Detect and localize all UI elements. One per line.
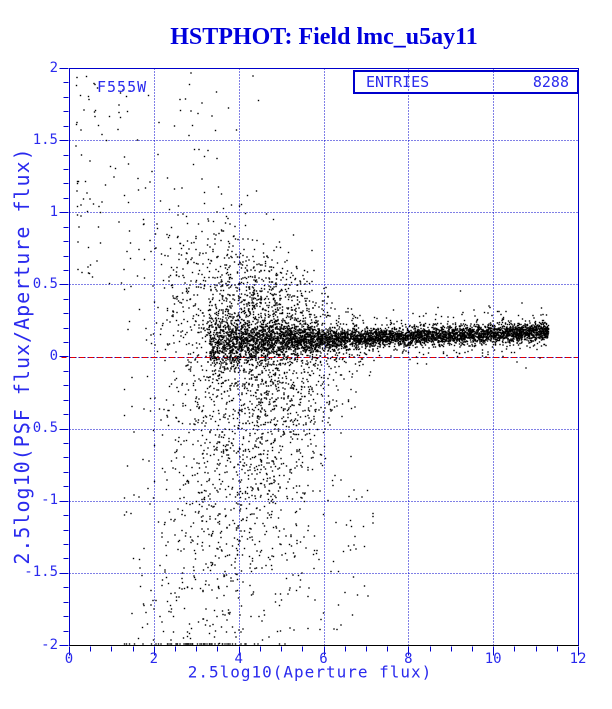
y-tick-label: 2	[49, 59, 58, 76]
x-tick-label: 0	[64, 651, 74, 667]
y-tick-label: -1	[41, 492, 58, 509]
filter-label: F555W	[97, 78, 148, 96]
x-tick-label: 10	[484, 651, 502, 667]
y-tick-label: -2	[41, 636, 58, 653]
y-tick-label: -1.5	[24, 564, 58, 581]
page-title: HSTPHOT: Field lmc_u5ay11	[170, 24, 478, 50]
entries-stat-box: ENTRIES 8288	[353, 70, 579, 94]
x-tick-label: 8	[404, 651, 413, 667]
x-tick-label: 4	[234, 651, 243, 667]
x-tick-label: 6	[319, 651, 328, 667]
y-tick-label: 1	[49, 203, 58, 220]
y-tick-label: 1.5	[32, 131, 58, 148]
x-axis-title: 2.5log10(Aperture flux)	[187, 662, 433, 682]
y-tick-label: 0.5	[32, 275, 58, 292]
x-tick-label: 2	[149, 651, 159, 667]
x-tick-label: 12	[569, 651, 587, 667]
entries-value: 8288	[532, 73, 569, 91]
y-tick-label: 0	[49, 348, 58, 364]
entries-label: ENTRIES	[366, 73, 430, 91]
y-tick-label: -0.5	[24, 420, 58, 437]
